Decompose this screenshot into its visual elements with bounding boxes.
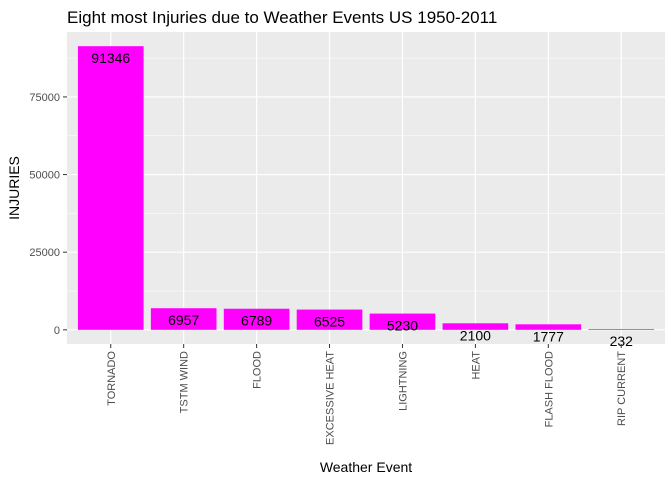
bar — [588, 329, 655, 330]
y-tick-label: 25000 — [29, 247, 60, 259]
data-label: 91346 — [91, 50, 130, 66]
plot-panel — [67, 32, 665, 344]
bar — [515, 324, 582, 330]
data-label: 6789 — [241, 313, 272, 329]
y-tick-label: 75000 — [29, 92, 60, 104]
grid-major — [67, 32, 665, 344]
x-tick-label: EXCESSIVE HEAT — [325, 351, 337, 445]
bar — [150, 308, 217, 330]
data-label: 1777 — [533, 328, 564, 344]
x-tick-label: RIP CURRENT — [616, 351, 628, 426]
bar — [442, 323, 509, 330]
bar — [369, 313, 436, 330]
x-tick-label: TORNADO — [106, 351, 118, 406]
bar — [223, 308, 290, 330]
data-label: 5230 — [387, 318, 418, 334]
x-tick-label: TSTM WIND — [179, 351, 191, 413]
y-axis-title: INJURIES — [6, 156, 22, 220]
data-label: 6957 — [168, 312, 199, 328]
y-tick-label: 50000 — [29, 170, 60, 182]
x-tick-label: FLOOD — [252, 351, 264, 389]
x-tick-label: HEAT — [470, 351, 482, 380]
data-label: 232 — [610, 333, 634, 349]
bar — [296, 309, 363, 330]
bars — [77, 46, 655, 330]
data-label: 2100 — [460, 327, 491, 343]
x-tick-label: LIGHTNING — [397, 351, 409, 411]
x-axis-title: Weather Event — [320, 459, 412, 475]
y-tick-label: 0 — [54, 325, 60, 337]
data-labels: 91346 6957 6789 6525 5230 2100 1777 232 — [91, 50, 633, 349]
x-axis: TORNADO TSTM WIND FLOOD EXCESSIVE HEAT LIGHT… — [106, 344, 628, 445]
grid-minor — [67, 57, 665, 292]
bar — [77, 46, 144, 330]
x-tick-label: FLASH FLOOD — [543, 351, 555, 427]
chart-title: Eight most Injuries due to Weather Event… — [67, 8, 497, 27]
y-axis: 0 25000 50000 75000 — [29, 92, 67, 337]
data-label: 6525 — [314, 314, 345, 330]
